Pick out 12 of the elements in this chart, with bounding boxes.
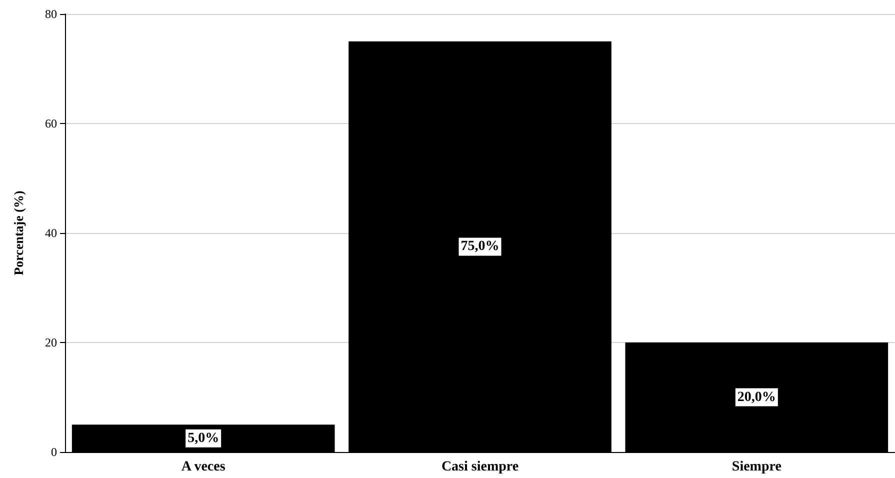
y-tick-label: 20 (45, 336, 57, 350)
y-axis-title: Porcentaje (%) (11, 190, 26, 276)
data-label: 20,0% (737, 390, 776, 405)
y-tick-label: 40 (45, 226, 57, 240)
y-tick-label: 0 (51, 445, 57, 459)
x-tick-label: A veces (181, 460, 226, 474)
data-label: 75,0% (460, 239, 500, 254)
data-label: 5,0% (188, 430, 220, 446)
y-tick-label: 80 (45, 7, 57, 21)
x-tick-label: Siempre (732, 460, 782, 474)
x-tick-label: Casi siempre (441, 460, 519, 474)
y-tick-label: 60 (45, 116, 57, 130)
